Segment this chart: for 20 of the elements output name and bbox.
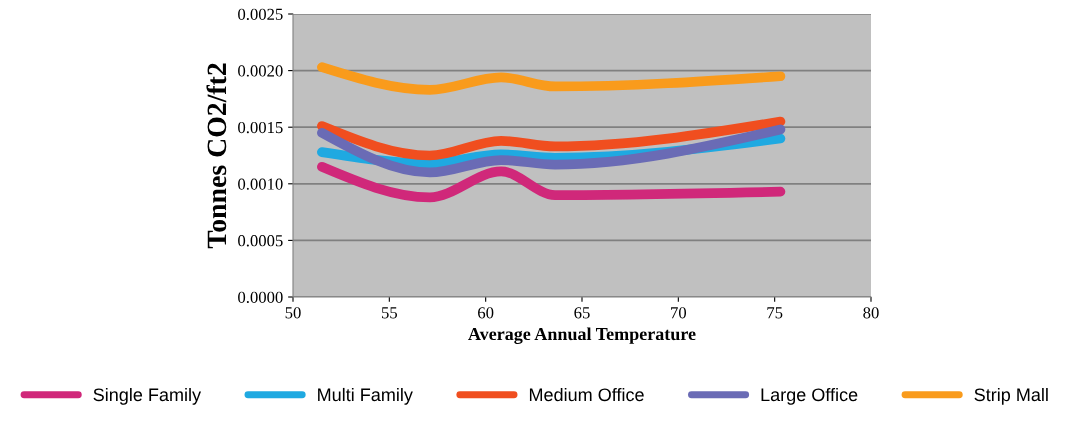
- legend-label: Strip Mall: [974, 387, 1048, 405]
- x-tick-label: 60: [478, 307, 494, 319]
- x-tick-label: 50: [285, 307, 301, 319]
- y-tick-label: 0.0015: [238, 121, 283, 134]
- x-tick-label: 75: [767, 307, 783, 319]
- legend-label: Medium Office: [529, 387, 644, 402]
- legend-label: Single Family: [93, 387, 202, 405]
- x-tick-label: 65: [574, 307, 590, 319]
- y-tick-label: 0.0010: [238, 178, 283, 190]
- legend-label: Multi Family: [318, 387, 413, 405]
- y-axis-title: Tonnes CO2/ft2: [206, 63, 227, 249]
- y-tick-label: 0.0000: [238, 291, 283, 304]
- y-tick-label: 0.0025: [238, 8, 283, 21]
- legend-label: Large Office: [761, 387, 858, 405]
- x-tick-label: 80: [863, 307, 879, 319]
- y-tick-label: 0.0005: [238, 235, 283, 247]
- x-tick-label: 70: [671, 307, 687, 319]
- x-tick-label: 55: [381, 307, 398, 319]
- x-axis-title: Average Annual Temperature: [468, 327, 696, 344]
- y-tick-label: 0.0020: [238, 65, 283, 77]
